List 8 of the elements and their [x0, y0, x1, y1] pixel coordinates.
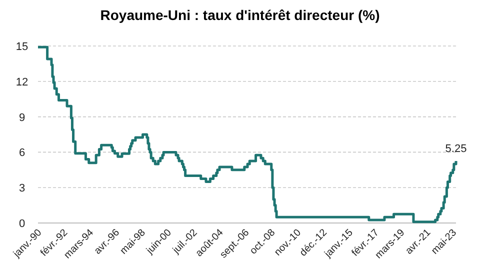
- data-label: 5.25: [445, 143, 467, 156]
- y-tick-label: 9: [18, 112, 26, 124]
- chart-title: Royaume-Uni : taux d'intérêt directeur (%): [100, 7, 380, 23]
- y-tick-label: 0: [18, 218, 26, 230]
- y-tick-label: 3: [18, 182, 26, 195]
- y-tick-label: 6: [18, 147, 26, 160]
- y-tick-label: 15: [16, 41, 28, 53]
- y-tick-label: 12: [16, 76, 28, 88]
